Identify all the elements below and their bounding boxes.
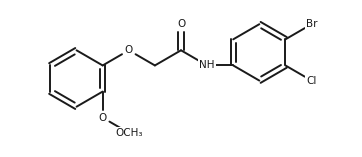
Text: OCH₃: OCH₃ [115, 128, 143, 138]
Text: O: O [98, 113, 107, 123]
Text: Cl: Cl [306, 76, 317, 86]
Text: NH: NH [199, 60, 215, 70]
Text: O: O [125, 45, 133, 55]
Text: O: O [177, 19, 185, 29]
Text: Br: Br [306, 19, 317, 29]
